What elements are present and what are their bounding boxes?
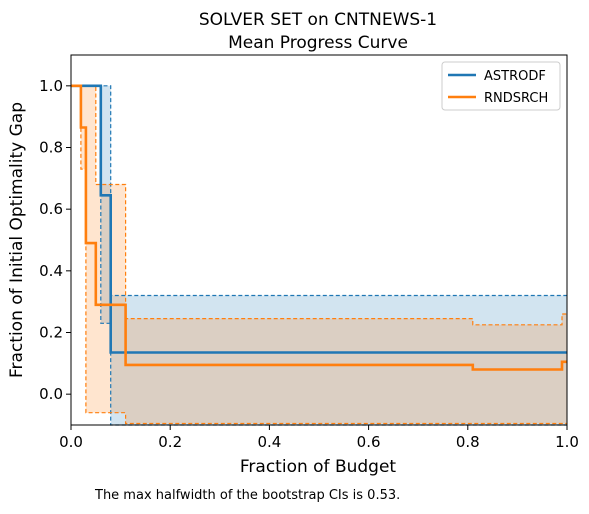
x-tick-label: 0.6	[357, 433, 381, 451]
plot-area	[71, 84, 567, 426]
chart-caption: The max halfwidth of the bootstrap CIs i…	[95, 488, 401, 503]
y-tick-label: 0.4	[39, 262, 63, 280]
x-tick-label: 0.2	[158, 433, 182, 451]
mean-line-astrodf	[71, 84, 567, 354]
x-tick-label: 1.0	[555, 433, 579, 451]
ci-upper-astrodf	[71, 85, 567, 297]
ci-upper-rndsrch	[71, 85, 567, 326]
x-axis-label: Fraction of Budget	[240, 457, 397, 477]
legend-label-rndsrch: RNDSRCH	[484, 91, 548, 106]
ci-band-astrodf	[71, 85, 567, 426]
y-tick-label: 1.0	[39, 77, 63, 95]
mean-line-rndsrch	[71, 84, 567, 371]
y-tick-label: 0.2	[39, 324, 63, 342]
y-tick-label: 0.0	[39, 385, 63, 403]
legend-label-astrodf: ASTRODF	[484, 69, 546, 84]
x-tick-label: 0.4	[257, 433, 281, 451]
y-axis-label: Fraction of Initial Optimality Gap	[7, 102, 27, 378]
legend: ASTRODF RNDSRCH	[441, 61, 561, 111]
ci-band-rndsrch	[71, 85, 567, 424]
x-tick-label: 0.0	[59, 433, 83, 451]
ci-lower-rndsrch	[71, 85, 567, 425]
y-tick-label: 0.8	[39, 139, 63, 157]
chart-title-line-2: Mean Progress Curve	[228, 33, 408, 53]
plot-frame	[70, 54, 568, 426]
axes: 0.0 0.2 0.4 0.6 0.8 1.0 0.0 0.2 0.4 0.6 0.8 1.0	[39, 54, 579, 451]
y-tick-label: 0.6	[39, 200, 63, 218]
x-tick-label: 0.8	[456, 433, 480, 451]
chart-title-line-1: SOLVER SET on CNTNEWS-1	[199, 10, 437, 30]
